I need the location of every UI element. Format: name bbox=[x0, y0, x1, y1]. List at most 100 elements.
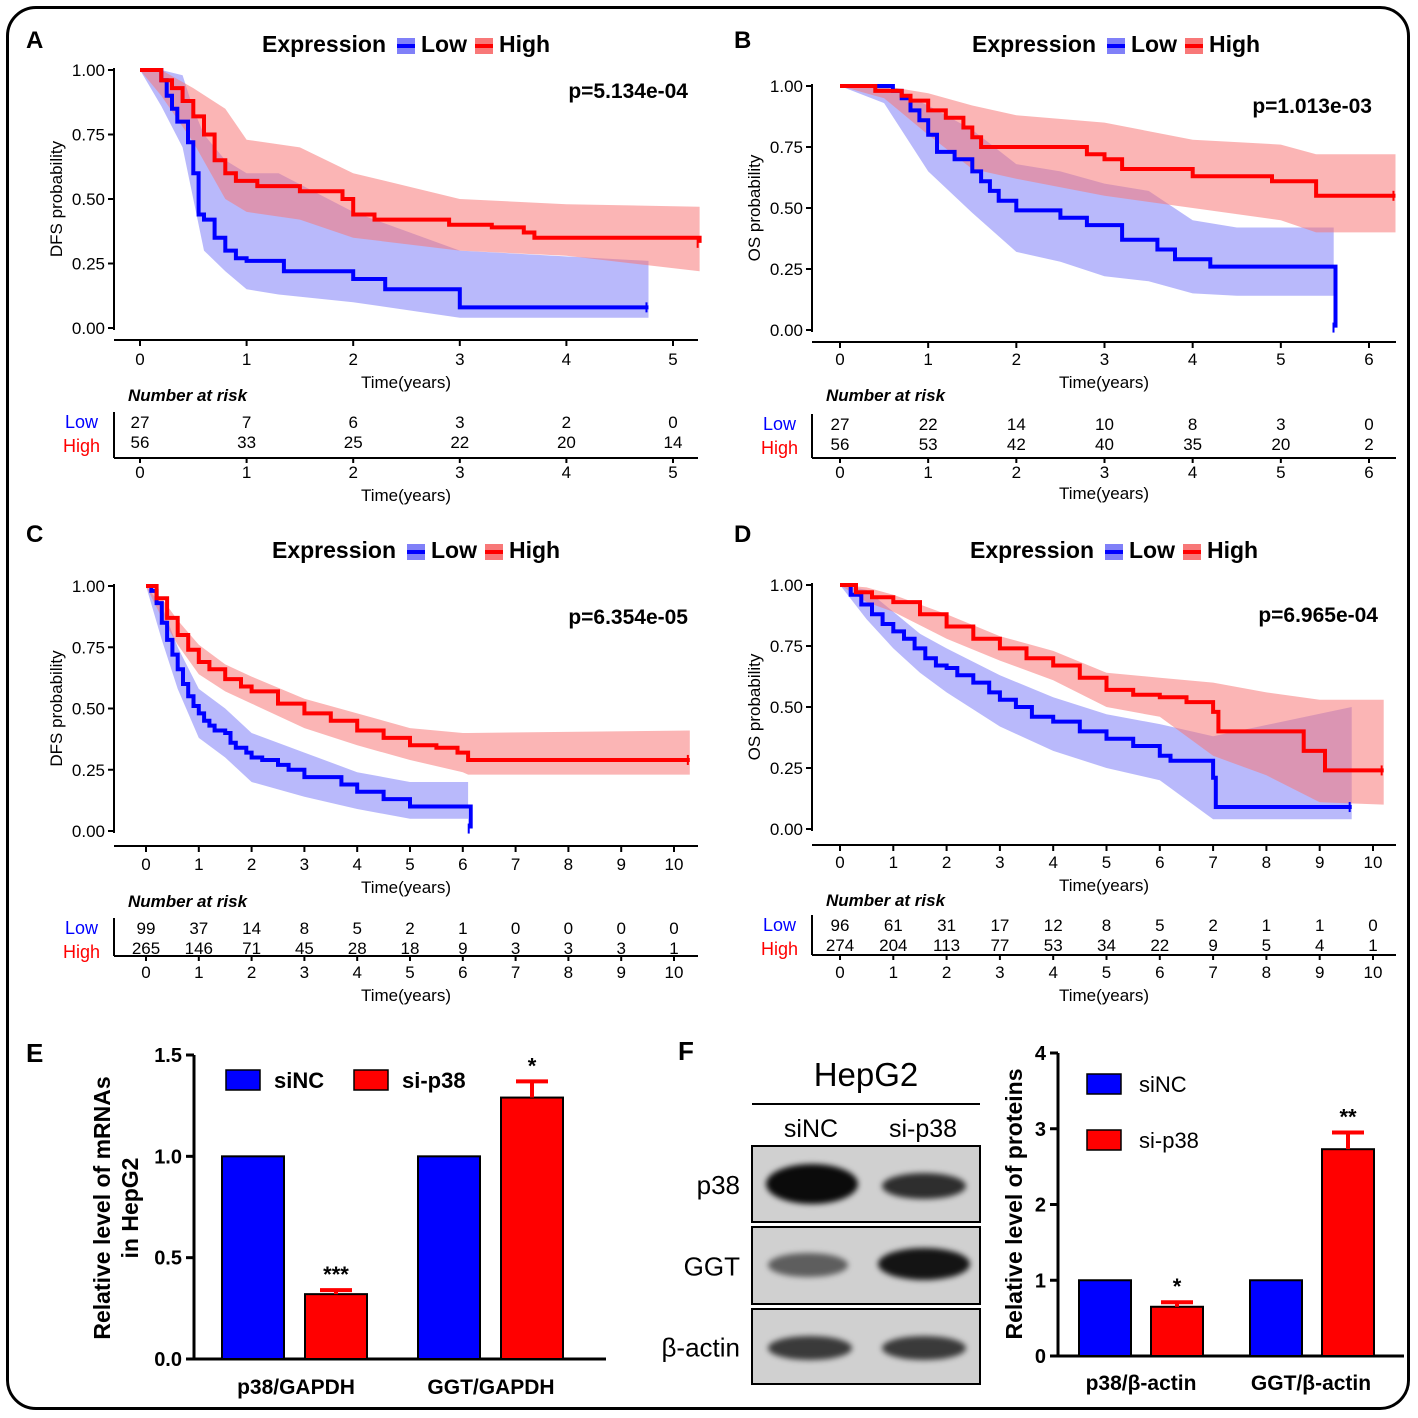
risk-count-high: 35 bbox=[1183, 435, 1202, 454]
risk-count-low: 0 bbox=[1364, 415, 1373, 434]
x-tick-label: 4 bbox=[352, 855, 361, 874]
y-axis-label: Relative level of proteins bbox=[1001, 1069, 1027, 1340]
risk-count-low: 0 bbox=[511, 919, 520, 938]
ci-band-low-ci bbox=[146, 586, 469, 819]
risk-x-tick-label: 10 bbox=[665, 963, 684, 982]
risk-count-low: 5 bbox=[1155, 916, 1164, 935]
risk-x-tick-label: 9 bbox=[1315, 963, 1324, 982]
risk-table-title: Number at risk bbox=[826, 386, 947, 405]
x-tick-label: 6 bbox=[458, 855, 467, 874]
risk-count-low: 5 bbox=[352, 919, 361, 938]
risk-count-high: 274 bbox=[826, 936, 854, 955]
y-tick-label: 0.25 bbox=[770, 759, 803, 778]
risk-count-low: 8 bbox=[300, 919, 309, 938]
risk-count-high: 204 bbox=[879, 936, 907, 955]
risk-count-low: 1 bbox=[1262, 916, 1271, 935]
legend-swatch-sinc bbox=[225, 1069, 261, 1091]
risk-count-low: 0 bbox=[669, 919, 678, 938]
risk-x-tick-label: 3 bbox=[455, 463, 464, 482]
risk-x-tick-label: 1 bbox=[889, 963, 898, 982]
risk-label-low: Low bbox=[763, 915, 797, 935]
y-axis-label: OS probability bbox=[745, 653, 764, 760]
risk-x-tick-label: 6 bbox=[1155, 963, 1164, 982]
x-axis-label: Time(years) bbox=[1059, 373, 1149, 392]
risk-count-high: 20 bbox=[1271, 435, 1290, 454]
x-tick-label: 5 bbox=[668, 350, 677, 369]
ci-band-high-ci bbox=[146, 586, 690, 775]
ci-band-low-ci bbox=[140, 70, 649, 318]
bar-sinc-2 bbox=[417, 1155, 481, 1361]
risk-count-high: 56 bbox=[831, 435, 850, 454]
risk-table-title: Number at risk bbox=[826, 891, 947, 910]
risk-x-tick-label: 2 bbox=[942, 963, 951, 982]
x-tick-label: 5 bbox=[1276, 350, 1285, 369]
risk-count-high: 40 bbox=[1095, 435, 1114, 454]
x-tick-label: 1 bbox=[889, 853, 898, 872]
risk-count-high: 265 bbox=[132, 939, 160, 958]
risk-x-tick-label: 4 bbox=[1048, 963, 1057, 982]
risk-count-low: 99 bbox=[137, 919, 156, 938]
risk-count-high: 28 bbox=[348, 939, 367, 958]
x-tick-label: 3 bbox=[1100, 350, 1109, 369]
blot-row-label: GGT bbox=[684, 1252, 740, 1282]
bar-si-p38-2 bbox=[1321, 1148, 1375, 1358]
legend-swatch-sinc bbox=[1086, 1073, 1122, 1095]
x-category-label: p38/β-actin bbox=[1086, 1372, 1197, 1395]
blot-band bbox=[878, 1248, 970, 1280]
figure-frame bbox=[6, 6, 1410, 1410]
x-tick-label: 4 bbox=[1048, 853, 1057, 872]
blot-lane-label: siNC bbox=[784, 1115, 838, 1143]
bar-sinc-1 bbox=[221, 1155, 285, 1361]
risk-count-low: 96 bbox=[831, 916, 850, 935]
panel-label-D: D bbox=[734, 521, 751, 548]
y-tick-label: 0.00 bbox=[72, 319, 105, 338]
y-tick-label: 2 bbox=[1035, 1195, 1046, 1217]
panel-label-C: C bbox=[26, 521, 43, 548]
significance-marker: *** bbox=[323, 1262, 349, 1287]
risk-count-low: 27 bbox=[831, 415, 850, 434]
blot-lane-label: si-p38 bbox=[889, 1115, 957, 1143]
x-tick-label: 10 bbox=[665, 855, 684, 874]
risk-x-axis-label: Time(years) bbox=[1059, 986, 1149, 1005]
risk-label-high: High bbox=[63, 436, 100, 456]
risk-count-low: 1 bbox=[458, 919, 467, 938]
risk-count-high: 3 bbox=[616, 939, 625, 958]
risk-count-low: 10 bbox=[1095, 415, 1114, 434]
risk-label-low: Low bbox=[65, 412, 99, 432]
legend-title: Expression bbox=[970, 537, 1094, 563]
km-curve-high bbox=[146, 584, 690, 762]
risk-x-tick-label: 7 bbox=[511, 963, 520, 982]
significance-marker: * bbox=[1173, 1274, 1182, 1299]
risk-count-high: 113 bbox=[933, 936, 960, 955]
x-tick-label: 5 bbox=[1102, 853, 1111, 872]
km-curve-high bbox=[840, 84, 1396, 198]
x-category-label: GGT/β-actin bbox=[1251, 1372, 1371, 1395]
legend-title: Expression bbox=[262, 31, 386, 57]
legend-label-high: High bbox=[1209, 31, 1260, 57]
y-tick-label: 0.5 bbox=[154, 1248, 182, 1270]
panel-label-F: F bbox=[678, 1036, 694, 1066]
x-tick-label: 1 bbox=[242, 350, 251, 369]
y-tick-label: 3 bbox=[1035, 1119, 1046, 1141]
risk-count-high: 18 bbox=[401, 939, 420, 958]
x-tick-label: 0 bbox=[141, 855, 150, 874]
risk-x-axis-label: Time(years) bbox=[361, 486, 451, 505]
bar-si-p38-2 bbox=[500, 1096, 564, 1361]
risk-x-tick-label: 8 bbox=[564, 963, 573, 982]
risk-x-tick-label: 1 bbox=[923, 463, 932, 482]
y-tick-label: 0.50 bbox=[770, 698, 803, 717]
x-category-label: p38/GAPDH bbox=[237, 1376, 355, 1399]
risk-count-high: 3 bbox=[511, 939, 520, 958]
risk-x-tick-label: 1 bbox=[242, 463, 251, 482]
risk-count-low: 2 bbox=[1208, 916, 1217, 935]
risk-count-low: 3 bbox=[1276, 415, 1285, 434]
x-tick-label: 8 bbox=[1262, 853, 1271, 872]
y-tick-label: 1.00 bbox=[72, 61, 105, 80]
x-axis-label: Time(years) bbox=[361, 373, 451, 392]
x-tick-label: 9 bbox=[1315, 853, 1324, 872]
legend-swatch-si-p38 bbox=[353, 1069, 389, 1091]
risk-x-tick-label: 3 bbox=[1100, 463, 1109, 482]
x-axis-label: Time(years) bbox=[361, 878, 451, 897]
risk-count-high: 42 bbox=[1007, 435, 1026, 454]
x-tick-label: 1 bbox=[923, 350, 932, 369]
